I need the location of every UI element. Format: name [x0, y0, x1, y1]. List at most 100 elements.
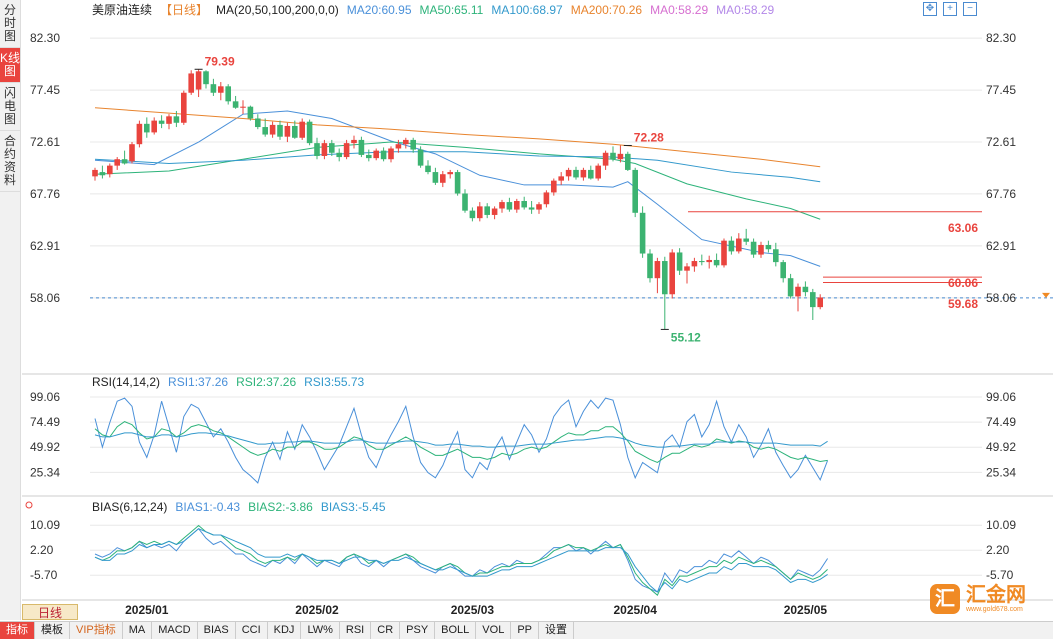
candle-body: [654, 261, 661, 279]
rsi-legend-item: RSI3:55.73: [304, 375, 364, 389]
candle-body: [166, 116, 172, 124]
y-tick-right: 10.09: [986, 518, 1016, 532]
candle-body: [410, 139, 416, 150]
candle-body: [306, 121, 313, 144]
bias-legend-item: BIAS3:-5.45: [321, 500, 386, 514]
candle-body: [506, 202, 513, 210]
candle-body: [447, 172, 453, 175]
logo-url: www.gold678.com: [966, 605, 1023, 613]
toolbar-item[interactable]: VOL: [476, 622, 512, 639]
toolbar-item[interactable]: MACD: [152, 622, 198, 639]
y-tick-left: 82.30: [30, 31, 60, 45]
candle-body: [602, 152, 609, 166]
main-legend-item: 【日线】: [160, 3, 208, 17]
sidebar-tab[interactable]: 分时图: [0, 0, 20, 48]
bias-legend-item: BIAS2:-3.86: [248, 500, 313, 514]
main-legend-item: MA20:60.95: [347, 3, 412, 17]
moving-average-lines: [90, 107, 1053, 299]
chart-labels: 82.30 82.30 77.45 77.45 72.61 72.61 67.76 67.76…: [25, 2, 1050, 617]
ma-line-ma100: [94, 151, 821, 183]
toolbar-item[interactable]: 模板: [35, 622, 70, 639]
toolbar-item[interactable]: VIP指标: [70, 622, 123, 639]
fit-screen-icon[interactable]: ✥: [923, 2, 937, 16]
toolbar-item[interactable]: CR: [371, 622, 401, 639]
candle-body: [787, 278, 794, 297]
candle-body: [647, 253, 653, 279]
candle-body: [255, 118, 261, 128]
rsi-legend-item: RSI(14,14,2): [92, 375, 160, 389]
candle-body: [773, 249, 779, 263]
candle-body: [432, 172, 439, 183]
candlesticks: [92, 69, 823, 330]
candle-body: [750, 241, 757, 255]
sidebar-tab[interactable]: 闪电图: [0, 83, 20, 131]
candle-body: [765, 244, 772, 250]
candle-body: [425, 165, 431, 173]
y-tick-left: 67.76: [30, 187, 60, 201]
main-legend-item: MA200:70.26: [571, 3, 643, 17]
toolbar-item[interactable]: PP: [511, 622, 539, 639]
candle-body: [528, 207, 535, 210]
candle-body: [136, 123, 143, 145]
candle-body: [269, 124, 276, 135]
toolbar-item[interactable]: RSI: [340, 622, 372, 639]
candle-body: [802, 286, 809, 293]
y-tick-right: 67.76: [986, 187, 1016, 201]
sidebar-tab[interactable]: K线图: [0, 48, 20, 83]
toolbar-item[interactable]: BOLL: [435, 622, 477, 639]
sidebar: 分时图 K线图 闪电图 合约资料: [0, 0, 21, 620]
candle-body: [558, 176, 564, 181]
toolbar-item[interactable]: MA: [123, 622, 153, 639]
toolbar-item[interactable]: PSY: [400, 622, 436, 639]
candle-body: [817, 297, 823, 308]
zoom-in-icon[interactable]: +: [943, 2, 957, 16]
indicator-lines: [94, 397, 829, 596]
candle-body: [610, 152, 616, 160]
y-tick-left: 77.45: [30, 83, 60, 97]
toolbar-item[interactable]: BIAS: [198, 622, 236, 639]
candle-body: [795, 286, 801, 297]
sidebar-tab[interactable]: 合约资料: [0, 131, 20, 192]
chart-area: 82.30 82.30 77.45 77.45 72.61 72.61 67.76 67.76…: [22, 2, 1053, 617]
candle-body: [477, 206, 483, 219]
y-tick-left: -5.70: [30, 568, 58, 582]
x-tick: 2025/05: [784, 603, 828, 617]
logo: 汇 汇金网 www.gold678.com: [930, 582, 1042, 616]
high-annotation: 72.28: [634, 130, 664, 144]
candle-body: [203, 71, 209, 85]
toolbar-item[interactable]: 指标: [0, 622, 35, 639]
x-tick: 2025/01: [125, 603, 169, 617]
indicator-line-rsi1: [94, 397, 829, 484]
toolbar-item[interactable]: 设置: [539, 622, 574, 639]
candle-body: [713, 259, 720, 266]
y-tick-left: 99.06: [30, 390, 60, 404]
candle-body: [388, 148, 394, 160]
candle-body: [181, 92, 187, 123]
toolbar-item[interactable]: LW%: [301, 622, 340, 639]
zoom-out-icon[interactable]: −: [963, 2, 977, 16]
candle-body: [314, 143, 320, 156]
candle-body: [810, 292, 816, 308]
candle-body: [417, 149, 424, 166]
main-legend-item: MA(20,50,100,200,0,0): [216, 3, 339, 17]
period-tab[interactable]: 日线: [22, 604, 78, 620]
toolbar-item[interactable]: CCI: [236, 622, 268, 639]
candle-body: [92, 169, 98, 177]
candle-body: [329, 143, 335, 153]
candle-body: [129, 144, 135, 162]
y-tick-right: 99.06: [986, 390, 1016, 404]
candle-body: [580, 169, 587, 178]
candle-body: [491, 208, 498, 215]
candle-body: [299, 121, 305, 138]
candle-body: [440, 174, 446, 183]
y-tick-right: 49.92: [986, 440, 1016, 454]
y-tick-right: 82.30: [986, 31, 1016, 45]
candle-body: [573, 169, 579, 178]
candle-body: [210, 84, 217, 93]
toolbar-item[interactable]: KDJ: [268, 622, 302, 639]
candle-body: [366, 154, 372, 159]
main-legend-item: MA100:68.97: [491, 3, 563, 17]
candle-body: [780, 262, 786, 279]
candle-body: [484, 206, 490, 215]
candle-body: [114, 159, 120, 166]
